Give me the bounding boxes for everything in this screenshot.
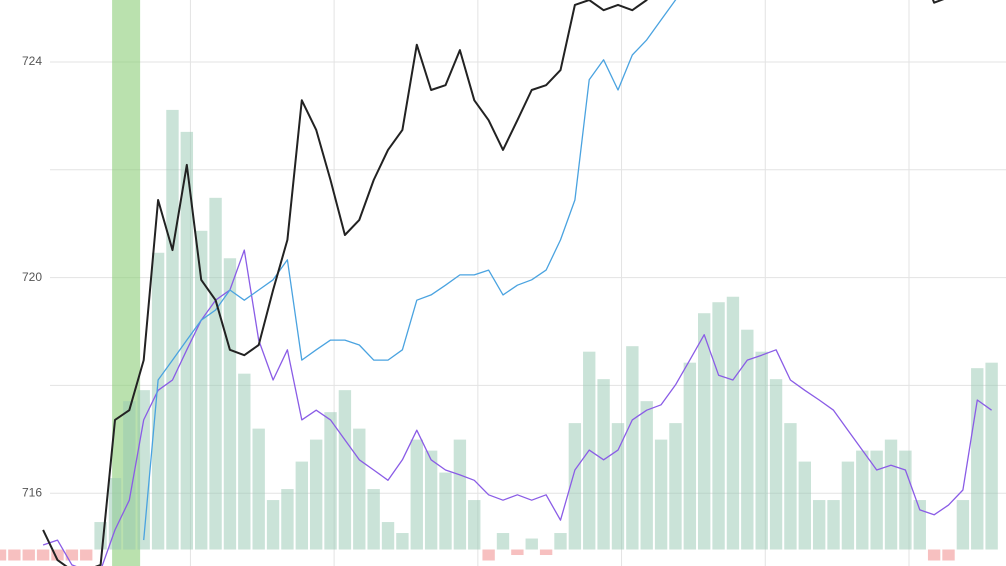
line-series — [143, 0, 677, 541]
bar — [36, 549, 50, 561]
bar — [496, 533, 510, 550]
bar — [223, 258, 237, 550]
bar — [798, 461, 811, 550]
bar — [856, 450, 869, 550]
bar — [482, 549, 495, 561]
bar — [611, 423, 625, 550]
bar — [309, 439, 323, 550]
bar — [712, 302, 725, 550]
bar — [195, 230, 208, 550]
bar — [123, 401, 136, 550]
bar — [683, 362, 697, 550]
bar — [8, 549, 21, 561]
bar — [238, 373, 251, 550]
bar — [884, 439, 898, 550]
bar — [942, 549, 955, 561]
bar — [913, 500, 926, 550]
bar — [166, 109, 179, 550]
bar — [626, 346, 639, 550]
y-tick-label: 724 — [22, 54, 42, 68]
bar — [209, 197, 222, 550]
bar — [252, 428, 265, 550]
bar — [755, 351, 768, 550]
bar — [80, 549, 93, 561]
bar — [266, 500, 280, 550]
bar — [640, 401, 653, 550]
bar — [396, 533, 409, 550]
bar — [927, 549, 941, 561]
bar — [841, 461, 855, 550]
bar — [827, 500, 840, 550]
bar — [51, 549, 64, 561]
bar — [468, 500, 481, 550]
bar — [324, 412, 337, 550]
bar — [353, 428, 366, 550]
bar — [726, 296, 740, 550]
bar — [870, 450, 883, 550]
bar — [597, 379, 610, 550]
axis-labels: 716 720 724 — [22, 54, 42, 499]
y-tick-label: 716 — [22, 485, 42, 499]
bar — [769, 379, 783, 550]
bar — [698, 313, 711, 550]
bar — [22, 549, 35, 561]
bar — [151, 252, 165, 550]
bar — [784, 423, 797, 550]
bar — [338, 390, 352, 550]
bar — [381, 522, 395, 550]
bar — [956, 500, 970, 550]
bar — [812, 500, 826, 550]
bar — [0, 549, 7, 561]
bar — [539, 549, 553, 556]
bar — [65, 549, 79, 561]
bar — [525, 538, 538, 550]
bar — [654, 439, 668, 550]
bar — [669, 423, 682, 550]
bar — [899, 450, 912, 550]
bar — [281, 489, 294, 550]
line-series — [42, 0, 945, 566]
bar — [554, 533, 567, 550]
bar — [424, 450, 438, 550]
bar — [568, 423, 582, 550]
bar — [108, 478, 122, 550]
bar — [439, 472, 452, 550]
bar — [971, 368, 984, 550]
bar — [453, 439, 467, 550]
bar — [295, 461, 308, 550]
bar — [137, 390, 150, 550]
bar — [741, 329, 754, 550]
bar — [985, 362, 998, 550]
bar — [410, 439, 423, 550]
bar — [367, 489, 380, 550]
bar — [511, 549, 524, 556]
y-tick-label: 720 — [22, 270, 42, 284]
